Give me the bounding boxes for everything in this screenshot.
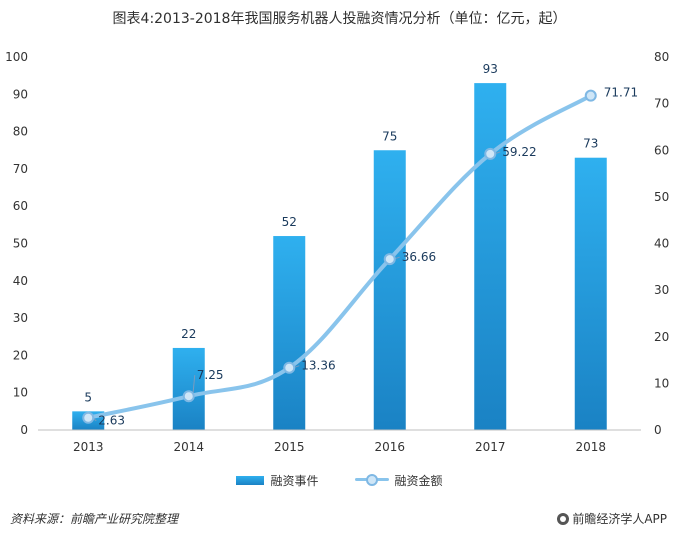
left-tick-100: 100 [5, 50, 28, 64]
bar-label-2015: 52 [282, 215, 297, 229]
bars-group [72, 83, 607, 431]
left-tick-50: 50 [13, 237, 28, 251]
line-label-2013: 2.63 [98, 414, 125, 428]
bar-labels-group: 5 22 52 75 93 73 [84, 62, 598, 404]
bar-2016 [373, 150, 406, 430]
bar-2015 [273, 236, 306, 430]
x-tick-2014: 2014 [173, 440, 204, 454]
right-tick-20: 20 [654, 330, 669, 344]
line-label-2017: 59.22 [502, 145, 536, 159]
legend-line-label: 融资金额 [394, 473, 443, 488]
right-tick-40: 40 [654, 237, 669, 251]
brand-logo-icon [557, 512, 570, 525]
line-label-2018: 71.71 [604, 86, 638, 100]
left-tick-30: 30 [13, 311, 28, 325]
bar-2014 [172, 347, 205, 430]
legend-line-swatch [354, 474, 389, 486]
line-point-2018 [584, 89, 597, 102]
left-tick-20: 20 [13, 348, 28, 362]
line-labels-group: 2.63 7.25 13.36 36.66 59.22 71.71 [98, 86, 638, 428]
line-point-2013 [82, 411, 95, 424]
brand-name: 前瞻经济学人APP [572, 512, 667, 526]
left-tick-70: 70 [13, 162, 28, 176]
right-tick-50: 50 [654, 190, 669, 204]
line-point-2014 [182, 390, 195, 403]
x-tick-2015: 2015 [274, 440, 305, 454]
left-tick-80: 80 [13, 125, 28, 139]
left-tick-10: 10 [13, 386, 28, 400]
x-tick-2018: 2018 [575, 440, 606, 454]
bar-label-2013: 5 [84, 390, 92, 404]
bar-2017 [474, 83, 507, 431]
source-note: 资料来源：前瞻产业研究院整理 [10, 512, 179, 526]
left-tick-90: 90 [13, 87, 28, 101]
right-tick-30: 30 [654, 283, 669, 297]
left-tick-0: 0 [20, 423, 28, 437]
bar-label-2017: 93 [483, 62, 498, 76]
legend-bar-label: 融资事件 [270, 473, 319, 488]
left-axis-ticks: 0 10 20 30 40 50 60 70 80 90 100 [5, 50, 28, 437]
line-point-2015 [283, 361, 296, 374]
chart-title: 图表4:2013-2018年我国服务机器人投融资情况分析（单位：亿元，起） [112, 11, 567, 27]
bar-label-2016: 75 [382, 129, 397, 143]
line-label-2014: 7.25 [197, 368, 224, 382]
line-point-2016 [383, 253, 396, 266]
x-tick-2013: 2013 [73, 440, 104, 454]
bar-2018 [574, 157, 607, 430]
right-tick-80: 80 [654, 50, 669, 64]
legend-bar-swatch [236, 475, 265, 485]
line-label-2015: 13.36 [301, 359, 335, 373]
right-tick-10: 10 [654, 376, 669, 390]
left-tick-40: 40 [13, 274, 28, 288]
x-tick-2017: 2017 [475, 440, 506, 454]
x-axis-ticks: 2013 2014 2015 2016 2017 2018 [73, 440, 606, 454]
legend-item-bar[interactable]: 融资事件 [236, 472, 319, 489]
bar-label-2018: 73 [583, 137, 598, 151]
bar-label-2014: 22 [181, 327, 196, 341]
legend-item-line[interactable]: 融资金额 [354, 472, 443, 489]
right-axis-ticks: 0 10 20 30 40 50 60 70 80 [654, 50, 669, 437]
right-tick-60: 60 [654, 143, 669, 157]
left-tick-60: 60 [13, 199, 28, 213]
line-label-2016: 36.66 [402, 250, 436, 264]
x-tick-2016: 2016 [374, 440, 405, 454]
legend: 融资事件 融资金额 [0, 471, 679, 489]
line-markers-group [82, 89, 597, 424]
line-point-2017 [484, 147, 497, 160]
right-tick-0: 0 [654, 423, 662, 437]
brand-mark[interactable]: 前瞻经济学人APP [557, 510, 667, 527]
right-tick-70: 70 [654, 97, 669, 111]
